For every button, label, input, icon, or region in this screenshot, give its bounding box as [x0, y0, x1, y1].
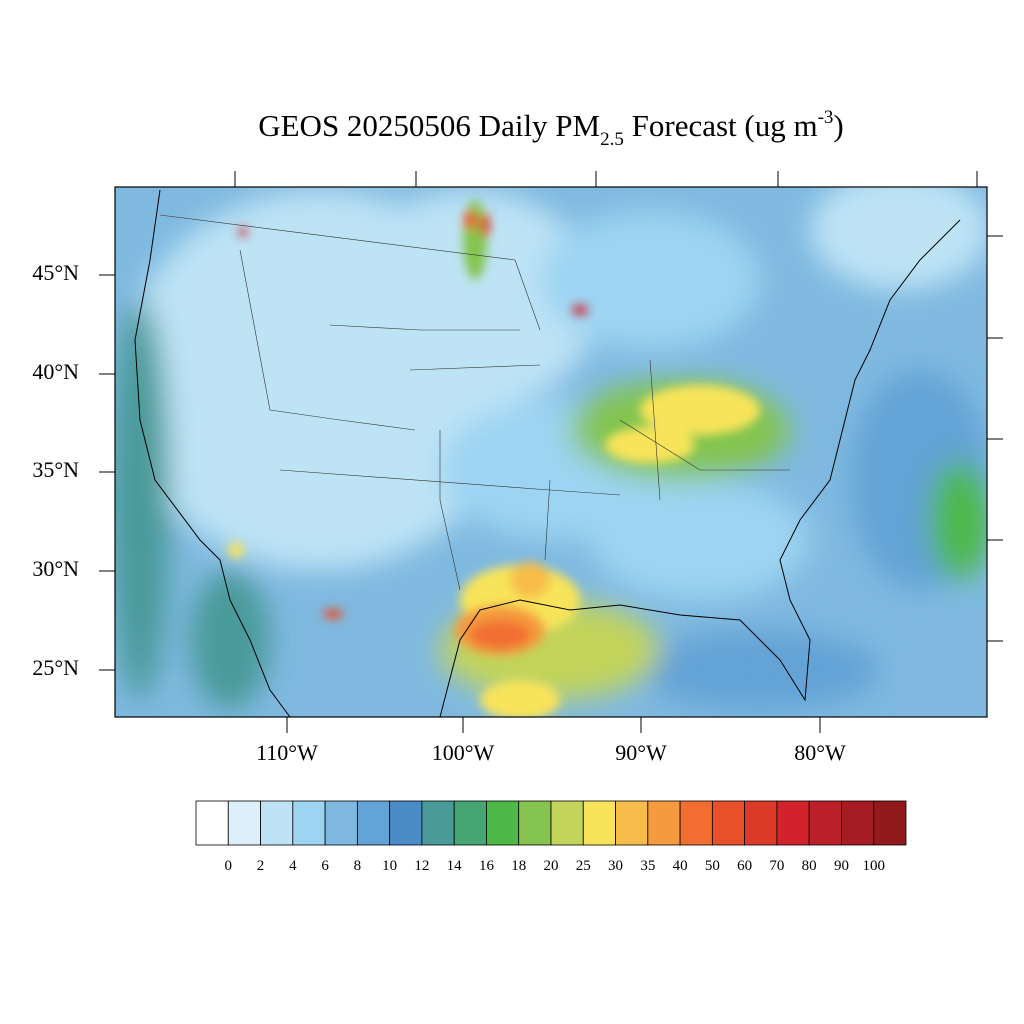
title-main: GEOS 20250506 Daily PM	[258, 108, 600, 143]
colorbar-box	[841, 800, 875, 846]
map-frame	[114, 186, 988, 718]
colorbar-label: 20	[544, 858, 559, 874]
colorbar-box	[582, 800, 616, 846]
colorbar-box	[486, 800, 520, 846]
colorbar-box	[647, 800, 681, 846]
colorbar-box	[389, 800, 423, 846]
colorbar-label: 50	[705, 858, 720, 874]
colorbar-box	[808, 800, 842, 846]
colorbar-label: 6	[321, 858, 329, 874]
lat-label: 40°N	[32, 359, 79, 384]
colorbar-label: 8	[354, 858, 362, 874]
colorbar-box	[744, 800, 778, 846]
colorbar-box	[260, 800, 294, 846]
colorbar-label: 10	[382, 858, 397, 874]
pm25-field	[115, 187, 987, 717]
colorbar-label: 18	[511, 858, 526, 874]
lat-label: 45°N	[32, 260, 79, 285]
colorbar-box	[356, 800, 391, 846]
lon-label: 100°W	[432, 740, 495, 765]
colorbar-label: 14	[447, 858, 463, 874]
colorbar-label: 0	[225, 858, 233, 874]
colorbar-box	[518, 800, 552, 846]
lon-label: 80°W	[794, 740, 846, 765]
colorbar-box	[292, 800, 326, 846]
colorbar-box	[550, 800, 584, 846]
colorbar-box	[324, 800, 358, 846]
title-superscript: -3	[818, 107, 834, 128]
colorbar-label: 12	[414, 858, 429, 874]
title-end: )	[833, 108, 843, 143]
colorbar-label: 4	[289, 858, 297, 874]
colorbar-box	[711, 800, 746, 846]
map-ticks	[99, 171, 1003, 733]
title-subscript: 2.5	[600, 129, 624, 150]
colorbar-box	[873, 800, 907, 846]
lat-label: 35°N	[32, 457, 79, 482]
colorbar-box	[776, 800, 810, 846]
colorbar-label: 100	[862, 858, 885, 874]
colorbar-label: 70	[769, 858, 784, 874]
colorbar-label: 2	[257, 858, 265, 874]
title: GEOS 20250506 Daily PM2.5 Forecast (ug m…	[258, 107, 844, 150]
colorbar-label: 16	[479, 858, 495, 874]
colorbar-label: 40	[673, 858, 688, 874]
lat-label: 30°N	[32, 556, 79, 581]
colorbar-box	[195, 800, 229, 846]
lat-label: 25°N	[32, 655, 79, 680]
colorbar-box	[421, 800, 455, 846]
colorbar-label: 35	[640, 858, 655, 874]
colorbar-box	[227, 800, 261, 846]
colorbar-label: 80	[802, 858, 817, 874]
lon-label: 110°W	[256, 740, 318, 765]
colorbar-label: 90	[834, 858, 849, 874]
colorbar-label: 30	[608, 858, 623, 874]
title-middle: Forecast (ug m	[624, 108, 818, 143]
colorbar-box	[453, 800, 487, 846]
colorbar-box	[615, 800, 649, 846]
colorbar-label: 25	[576, 858, 591, 874]
lon-label: 90°W	[615, 740, 667, 765]
colorbar-label: 60	[737, 858, 752, 874]
colorbar-box	[679, 800, 713, 846]
